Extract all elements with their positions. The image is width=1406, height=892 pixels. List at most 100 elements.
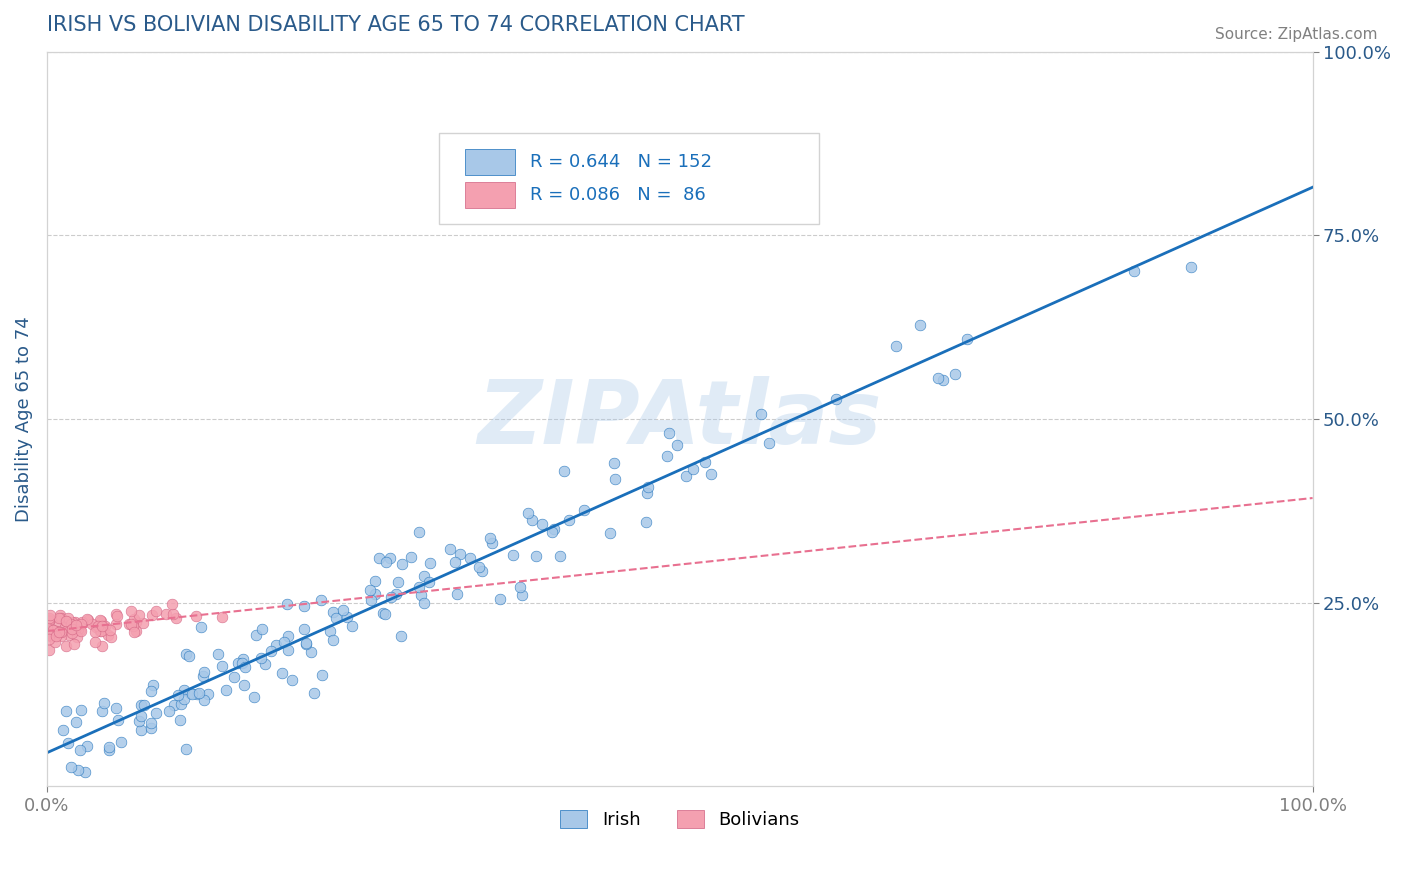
Point (336, 609, 359, 624)
Point (884, 339, 907, 353)
Point (49, 624, 72, 639)
Point (69, 743, 91, 757)
Point (52, 723, 75, 738)
Point (162, 597, 184, 611)
Point (413, 568, 436, 582)
Point (180, 687, 202, 701)
Point (128, 608, 150, 623)
Point (162, 607, 184, 622)
Point (63, 621, 86, 635)
Point (322, 605, 344, 619)
Point (104, 607, 127, 621)
Point (444, 555, 467, 569)
Point (264, 638, 287, 652)
Point (90, 624, 112, 638)
Point (89, 624, 111, 638)
Bar (464, 182, 515, 209)
Point (294, 637, 316, 651)
Point (48, 624, 70, 639)
Point (295, 636, 318, 650)
Point (190, 620, 212, 634)
Point (399, 549, 422, 564)
Point (145, 706, 167, 721)
Point (228, 656, 250, 670)
Point (105, 609, 128, 624)
Point (250, 622, 273, 636)
Point (55, 614, 77, 628)
Point (360, 593, 382, 607)
Point (51, 611, 73, 625)
Point (55, 614, 77, 628)
Point (59, 760, 82, 774)
Point (87, 619, 110, 633)
Point (70, 703, 93, 717)
Point (65, 618, 87, 632)
Point (65, 714, 87, 729)
Point (749, 408, 772, 422)
Point (322, 633, 344, 648)
Point (49, 624, 72, 639)
Point (70, 624, 93, 639)
Point (107, 713, 129, 727)
Point (120, 616, 142, 631)
Point (37, 621, 59, 635)
Point (104, 617, 127, 632)
Point (128, 714, 150, 729)
Point (75, 764, 97, 779)
Point (170, 697, 193, 711)
Point (58, 628, 80, 642)
Point (253, 657, 276, 672)
Point (188, 686, 211, 700)
Point (380, 590, 402, 604)
Point (38, 613, 60, 627)
Point (292, 599, 315, 613)
Point (55, 705, 77, 719)
Point (384, 587, 406, 601)
Point (83, 624, 105, 639)
Point (145, 604, 167, 618)
Point (39, 629, 62, 643)
Point (100, 630, 122, 644)
Point (550, 549, 572, 563)
Point (458, 550, 481, 565)
Point (299, 645, 322, 659)
Point (39, 607, 62, 622)
Point (129, 709, 152, 723)
Point (66, 763, 89, 777)
Point (359, 583, 381, 598)
Point (378, 551, 401, 566)
Point (69, 623, 91, 637)
Point (49, 607, 72, 622)
Point (509, 580, 531, 594)
Point (277, 629, 299, 643)
Point (120, 604, 142, 618)
Point (179, 685, 201, 699)
Point (139, 683, 162, 698)
Point (124, 624, 146, 639)
Point (125, 615, 148, 629)
Point (193, 693, 215, 707)
Point (637, 479, 659, 493)
Point (418, 575, 440, 590)
Point (49, 629, 72, 643)
Point (60, 617, 83, 632)
Point (363, 587, 385, 601)
Point (184, 609, 207, 624)
Text: ZIPAtlas: ZIPAtlas (478, 376, 882, 463)
Point (232, 651, 254, 665)
Point (63, 615, 86, 630)
Point (48, 615, 70, 629)
Point (97, 628, 120, 642)
Point (375, 555, 398, 569)
Point (391, 557, 413, 571)
Point (665, 438, 688, 452)
Point (478, 531, 501, 545)
Point (104, 700, 127, 714)
Point (468, 560, 491, 574)
Point (502, 549, 524, 563)
Point (76, 739, 98, 753)
Point (141, 608, 163, 623)
Point (98, 739, 121, 754)
Point (489, 591, 512, 606)
Point (211, 659, 233, 673)
